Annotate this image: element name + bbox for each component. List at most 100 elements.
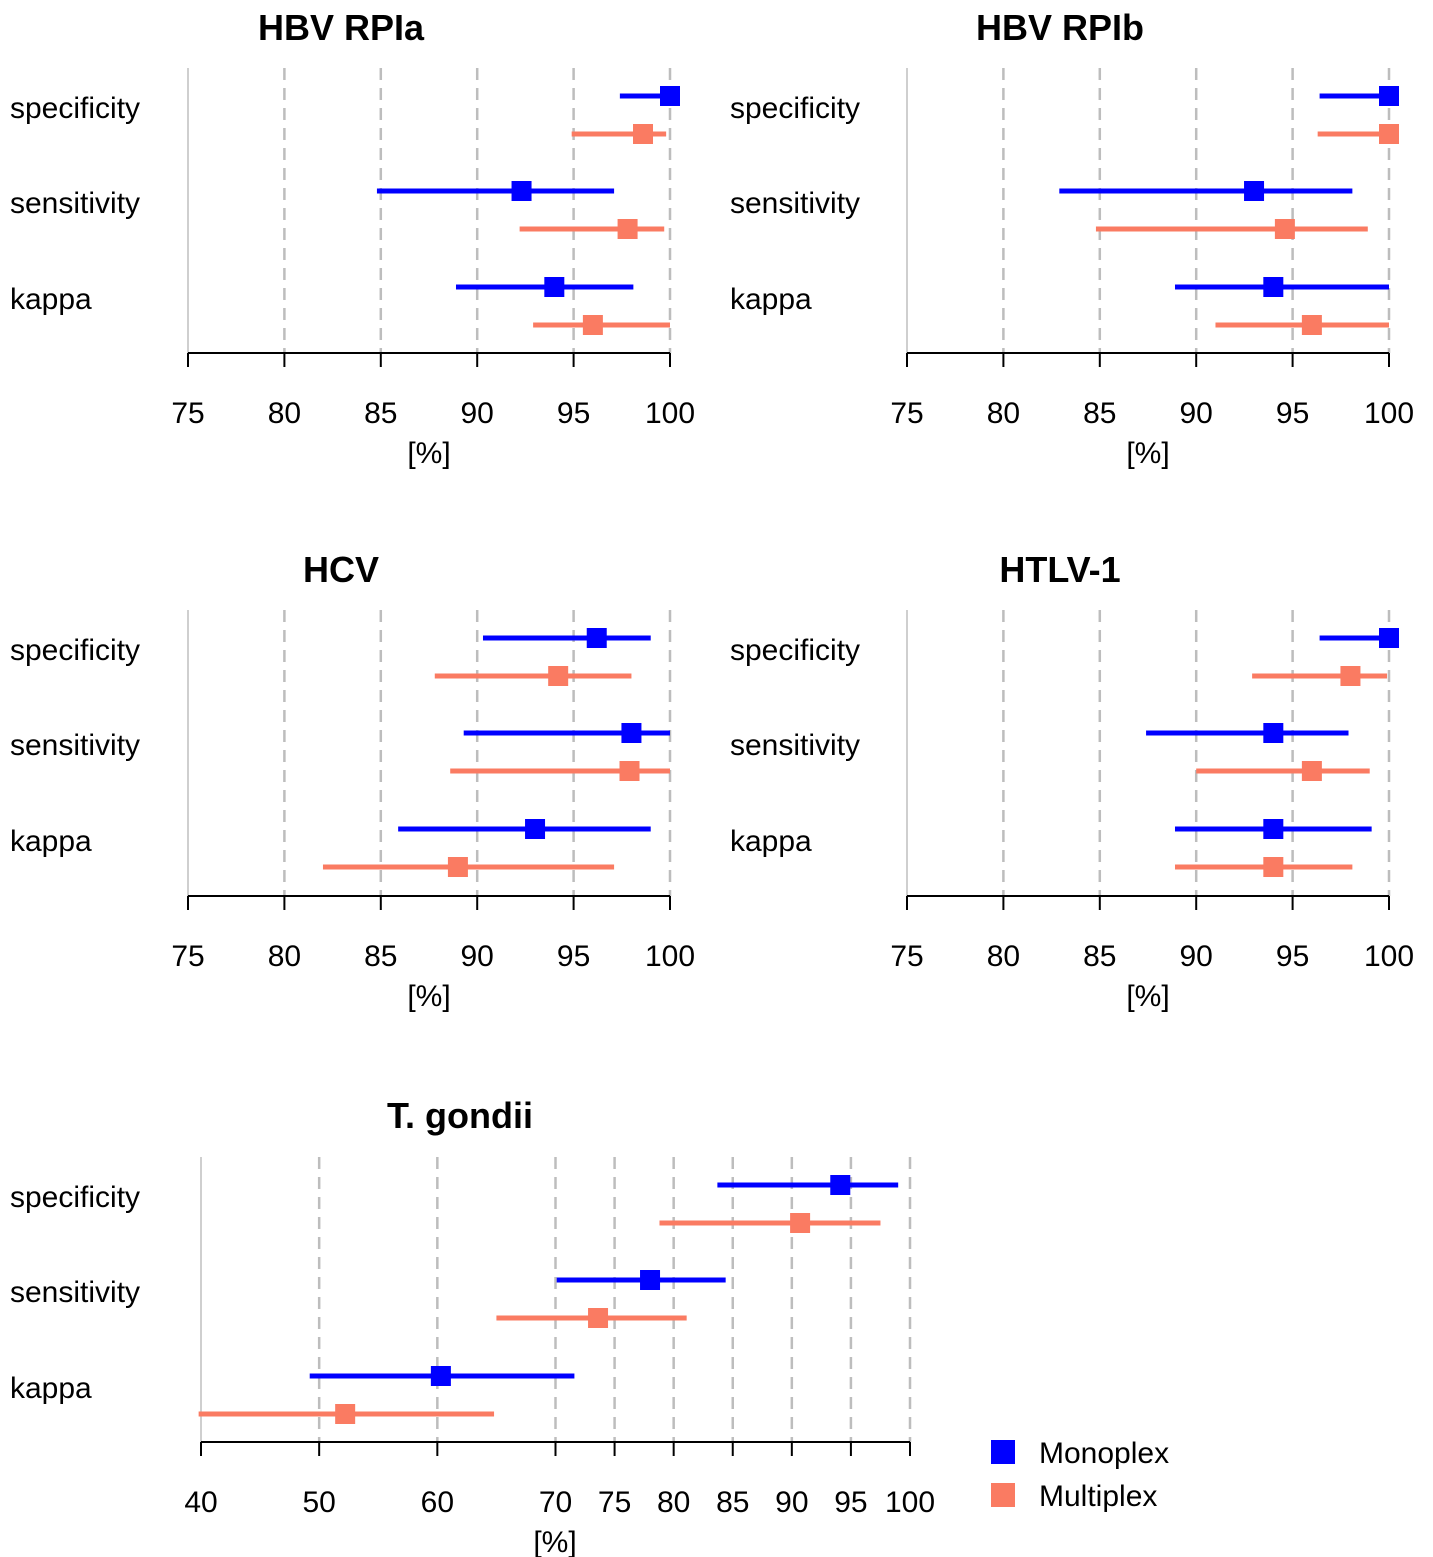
x-tick-label: 75	[171, 397, 204, 430]
point-marker-monoplex-kappa	[544, 277, 565, 297]
panel-title: T. gondii	[387, 1095, 533, 1136]
x-tick-label: 75	[598, 1486, 631, 1519]
legend-label-monoplex: Monoplex	[1039, 1437, 1169, 1470]
point-marker-multiplex-kappa	[447, 857, 468, 877]
x-tick-label: 90	[461, 397, 494, 430]
point-marker-multiplex-specificity	[548, 666, 569, 686]
point-marker-monoplex-sensitivity	[1263, 723, 1284, 743]
x-tick-label: 85	[364, 940, 397, 973]
panel-title: HCV	[303, 549, 379, 590]
legend: Monoplex Multiplex	[991, 1437, 1169, 1513]
point-marker-multiplex-kappa	[1301, 315, 1322, 335]
x-tick-label: 80	[268, 940, 301, 973]
point-marker-multiplex-kappa	[1263, 857, 1284, 877]
x-tick-label: 95	[1276, 940, 1309, 973]
row-label-specificity: specificity	[10, 92, 140, 125]
row-label-specificity: specificity	[10, 634, 140, 667]
x-tick-label: 85	[364, 397, 397, 430]
x-tick-label: 100	[1364, 940, 1414, 973]
x-axis-label: [%]	[1126, 980, 1169, 1013]
point-marker-monoplex-kappa	[430, 1366, 451, 1386]
row-label-sensitivity: sensitivity	[730, 729, 860, 762]
x-tick-label: 85	[716, 1486, 749, 1519]
point-marker-multiplex-sensitivity	[1274, 219, 1295, 239]
x-tick-label: 60	[421, 1486, 454, 1519]
panel-hbv-rpib: HBV RPIb specificity sensitivity kappa 75 80 8…	[730, 7, 1414, 470]
x-tick-label: 100	[1364, 397, 1414, 430]
point-marker-multiplex-kappa	[582, 315, 603, 335]
row-label-specificity: specificity	[730, 634, 860, 667]
x-tick-label: 75	[171, 940, 204, 973]
x-tick-label: 90	[1180, 397, 1213, 430]
point-marker-multiplex-kappa	[335, 1404, 356, 1424]
point-marker-monoplex-sensitivity	[511, 181, 532, 201]
row-label-kappa: kappa	[10, 283, 92, 316]
x-tick-label: 95	[557, 940, 590, 973]
panel-t-gondii: T. gondii specificity sensitivity kappa 40 50…	[10, 1095, 935, 1557]
point-marker-monoplex-kappa	[1263, 277, 1284, 297]
x-tick-label: 85	[1083, 940, 1116, 973]
row-label-kappa: kappa	[730, 283, 812, 316]
point-marker-monoplex-sensitivity	[621, 723, 642, 743]
x-tick-label: 40	[184, 1486, 217, 1519]
row-label-specificity: specificity	[10, 1181, 140, 1214]
point-marker-multiplex-sensitivity	[617, 219, 638, 239]
x-tick-label: 100	[645, 940, 695, 973]
row-label-kappa: kappa	[10, 825, 92, 858]
x-axis-label: [%]	[407, 980, 450, 1013]
point-marker-multiplex-sensitivity	[588, 1308, 609, 1328]
x-tick-label: 85	[1083, 397, 1116, 430]
x-tick-label: 90	[461, 940, 494, 973]
row-label-sensitivity: sensitivity	[10, 729, 140, 762]
x-tick-label: 100	[645, 397, 695, 430]
x-tick-label: 80	[987, 397, 1020, 430]
point-marker-monoplex-specificity	[1379, 86, 1399, 106]
point-marker-monoplex-kappa	[1263, 819, 1284, 839]
x-axis-label: [%]	[1126, 437, 1169, 470]
legend-label-multiplex: Multiplex	[1039, 1480, 1157, 1513]
panel-hbv-rpia: HBV RPIa specificity sensitivity kappa 75 80 8…	[10, 7, 695, 470]
panel-title: HBV RPIa	[258, 7, 425, 48]
x-tick-label: 75	[890, 940, 923, 973]
x-tick-label: 90	[1180, 940, 1213, 973]
row-label-sensitivity: sensitivity	[10, 187, 140, 220]
legend-swatch-monoplex	[991, 1440, 1015, 1464]
x-tick-label: 50	[302, 1486, 335, 1519]
x-tick-label: 80	[987, 940, 1020, 973]
x-tick-label: 90	[775, 1486, 808, 1519]
panel-hcv: HCV specificity sensitivity kappa 75 80 85 90 95…	[10, 549, 695, 1013]
x-tick-label: 80	[268, 397, 301, 430]
panel-title: HBV RPIb	[976, 7, 1144, 48]
point-marker-multiplex-sensitivity	[1301, 761, 1322, 781]
x-axis-label: [%]	[533, 1526, 576, 1557]
x-tick-label: 95	[557, 397, 590, 430]
x-tick-label: 100	[885, 1486, 935, 1519]
x-tick-label: 75	[890, 397, 923, 430]
point-marker-monoplex-sensitivity	[1244, 181, 1265, 201]
point-marker-monoplex-specificity	[660, 86, 680, 106]
point-marker-monoplex-specificity	[586, 628, 607, 648]
row-label-kappa: kappa	[730, 825, 812, 858]
point-marker-multiplex-specificity	[1340, 666, 1361, 686]
x-tick-label: 95	[1276, 397, 1309, 430]
point-marker-monoplex-specificity	[1379, 628, 1399, 648]
point-marker-multiplex-specificity	[1379, 124, 1399, 144]
legend-swatch-multiplex	[991, 1483, 1015, 1507]
panel-title: HTLV-1	[999, 549, 1120, 590]
point-marker-multiplex-sensitivity	[619, 761, 640, 781]
row-label-sensitivity: sensitivity	[730, 187, 860, 220]
point-marker-monoplex-sensitivity	[640, 1270, 661, 1290]
x-tick-label: 70	[539, 1486, 572, 1519]
x-tick-label: 95	[834, 1486, 867, 1519]
point-marker-multiplex-specificity	[633, 124, 654, 144]
row-label-kappa: kappa	[10, 1372, 92, 1405]
row-label-specificity: specificity	[730, 92, 860, 125]
point-marker-multiplex-specificity	[790, 1213, 811, 1233]
row-label-sensitivity: sensitivity	[10, 1276, 140, 1309]
point-marker-monoplex-kappa	[525, 819, 546, 839]
x-axis-label: [%]	[407, 437, 450, 470]
point-marker-monoplex-specificity	[830, 1175, 851, 1195]
panel-htlv-1: HTLV-1 specificity sensitivity kappa 75 80 85 9…	[730, 549, 1414, 1013]
x-tick-label: 80	[657, 1486, 690, 1519]
